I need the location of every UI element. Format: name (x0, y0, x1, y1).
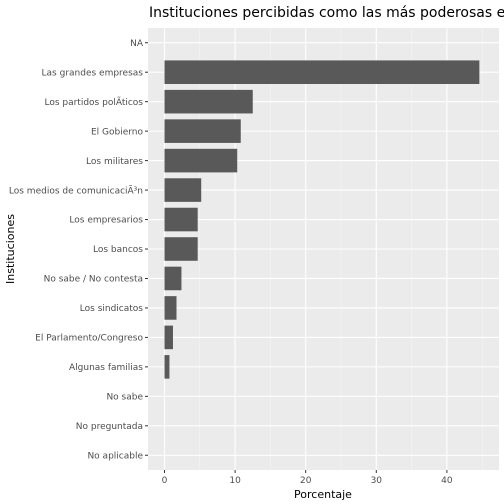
bar (164, 296, 177, 320)
chart-title: Instituciones percibidas como las más po… (149, 5, 504, 21)
y-tick-label: No aplicable (87, 451, 143, 461)
y-tick-label: Los sindicatos (80, 304, 144, 314)
bar (164, 119, 241, 143)
bar (164, 325, 173, 350)
y-tick-label: Los militares (86, 157, 143, 167)
y-tick-label: NA (130, 39, 144, 49)
bar (164, 207, 198, 232)
y-axis: NA Las grandes empresas Los partidos polÃ­… (9, 39, 148, 461)
y-tick-label: Los partidos polÃ­ticos (44, 97, 143, 108)
y-tick-label: Las grandes empresas (42, 68, 144, 78)
y-tick-label: No sabe (106, 393, 143, 403)
y-tick-label: No sabe / No contesta (44, 275, 143, 285)
x-tick-label: 30 (371, 476, 383, 486)
y-tick-label: El Gobierno (91, 127, 144, 137)
y-axis-label: Instituciones (4, 214, 17, 284)
bar (164, 237, 198, 261)
x-tick-label: 40 (441, 476, 453, 486)
bar (164, 355, 170, 379)
bar (164, 60, 480, 84)
x-tick-label: 20 (300, 476, 312, 486)
y-tick-label: El Parlamento/Congreso (35, 334, 143, 344)
bar (164, 266, 182, 291)
bar (164, 178, 202, 202)
y-tick-label: No preguntada (76, 422, 143, 432)
x-axis: 0 10 20 30 40 (162, 470, 453, 486)
y-tick-label: Los bancos (93, 245, 143, 255)
y-tick-label: Los empresarios (69, 216, 143, 226)
y-tick-label: Algunas familias (69, 363, 143, 373)
major-gridlines (148, 28, 499, 470)
bar (164, 89, 253, 114)
bars (164, 60, 480, 379)
bar (164, 148, 238, 173)
y-tick-label: Los medios de comunicaciÃ³n (9, 185, 143, 196)
x-tick-label: 0 (162, 476, 168, 486)
x-axis-label: Porcentaje (294, 488, 352, 501)
x-tick-label: 10 (229, 476, 241, 486)
